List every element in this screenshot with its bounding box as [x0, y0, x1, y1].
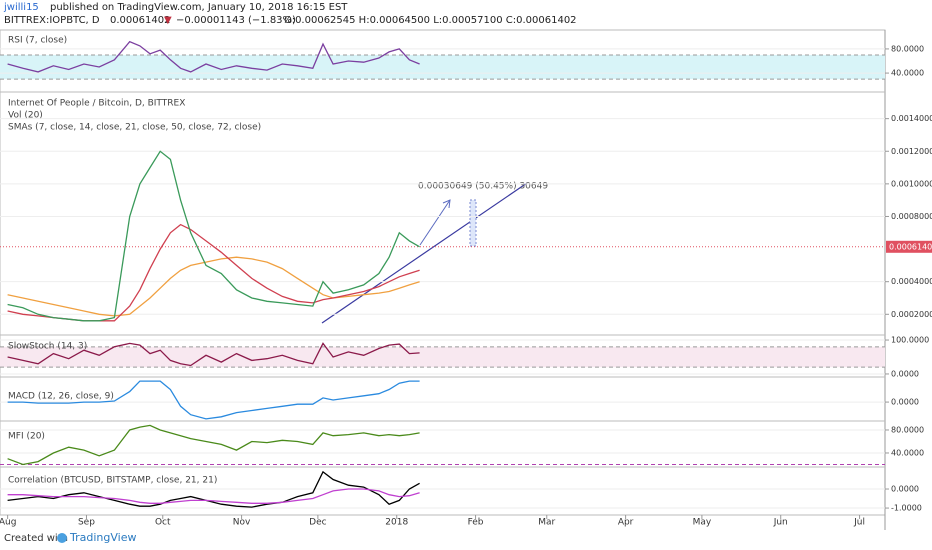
- pane-title: MFI (20): [8, 432, 45, 442]
- pane-title: SMAs (7, close, 14, close, 21, close, 50…: [8, 123, 261, 133]
- symbol: BITTREX:IOPBTC, D: [4, 15, 100, 26]
- series-line: [7, 424, 420, 466]
- x-tick-label: May: [693, 518, 712, 528]
- y-tick-label: 100.0000: [891, 336, 929, 345]
- main-title: Internet Of People / Bitcoin, D, BITTREX: [8, 99, 185, 109]
- y-tick-label: 0.0000: [891, 398, 919, 407]
- series-line: [7, 40, 420, 73]
- series-line: [7, 380, 420, 420]
- price: 0.00061402: [110, 15, 170, 26]
- logo: [57, 533, 67, 543]
- y-tick-label: -1.0000: [891, 504, 922, 513]
- measure-box: [469, 199, 477, 247]
- x-tick-label: Apr: [618, 518, 634, 528]
- ohlc: O:0.00062545 H:0.00064500 L:0.00057100 C…: [284, 15, 577, 26]
- pane-title: Correlation (BTCUSD, BITSTAMP, close, 21…: [8, 476, 217, 486]
- x-tick-label: Oct: [155, 518, 171, 528]
- series-line: [7, 223, 420, 322]
- x-tick-label: Aug: [0, 518, 16, 528]
- y-tick-label: 80.0000: [891, 44, 924, 53]
- y-tick-label: 0.0000: [891, 485, 919, 494]
- series-line: [7, 256, 420, 317]
- trend-line: [321, 182, 528, 324]
- x-tick-label: Mar: [538, 518, 555, 528]
- y-tick-label: 80.0000: [891, 425, 924, 434]
- pane-title: SlowStoch (14, 3): [8, 342, 87, 352]
- arrow-head: [442, 199, 451, 209]
- band: [0, 346, 885, 368]
- footer-created: Created with: [4, 533, 68, 544]
- x-tick-label: Sep: [78, 518, 95, 528]
- vol-label: Vol (20): [8, 111, 43, 121]
- y-tick-label: 40.0000: [891, 448, 924, 457]
- y-tick-label: 40.0000: [891, 69, 924, 78]
- x-tick-label: Jul: [853, 518, 865, 528]
- x-tick-label: Feb: [468, 518, 484, 528]
- x-tick-label: Jun: [773, 518, 788, 528]
- pane-title: RSI (7, close): [8, 36, 67, 46]
- published: published on TradingView.com, January 10…: [50, 2, 348, 13]
- band: [0, 430, 885, 464]
- x-tick-label: Dec: [309, 518, 326, 528]
- footer-brand[interactable]: TradingView: [69, 531, 136, 544]
- projection: [419, 199, 451, 246]
- pane-title: MACD (12, 26, close, 9): [8, 392, 114, 402]
- band: [0, 54, 885, 80]
- last-price-box: [886, 240, 932, 253]
- series-line: [7, 342, 420, 367]
- series-line: [7, 470, 420, 508]
- author[interactable]: jwilli15: [3, 2, 39, 13]
- series-line: [7, 150, 420, 322]
- y-tick-label: 0.0000: [891, 369, 919, 378]
- change: −0.00001143 (−1.83%): [176, 15, 296, 26]
- last-price-label: 0.00061402: [889, 242, 932, 251]
- series-line: [7, 488, 420, 504]
- measure-label: 0.00030649 (50.45%) 30649: [418, 182, 548, 192]
- x-tick-label: Nov: [233, 518, 251, 528]
- direction: ▼: [164, 15, 172, 26]
- x-tick-label: 2018: [385, 518, 408, 528]
